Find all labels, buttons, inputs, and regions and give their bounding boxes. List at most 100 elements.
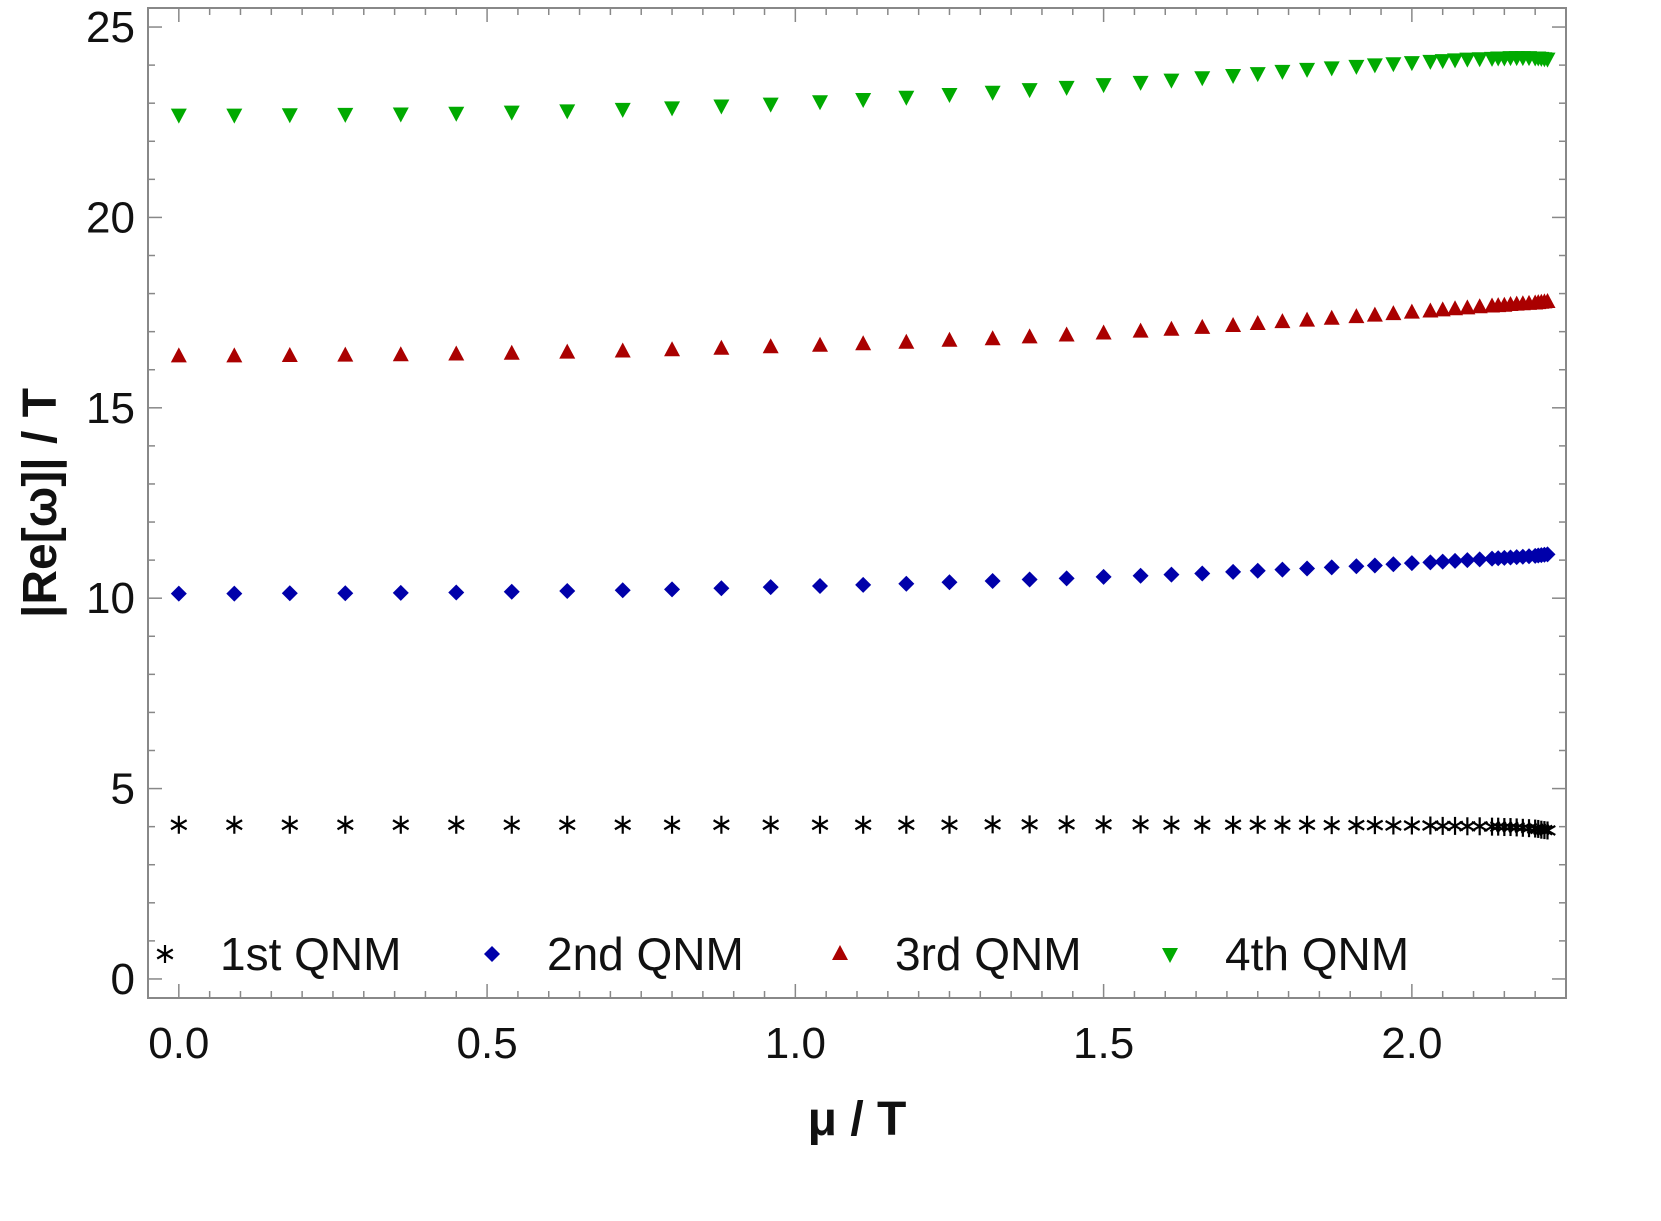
data-point xyxy=(337,346,354,362)
data-point xyxy=(1021,815,1038,834)
data-point xyxy=(1299,311,1316,327)
data-point xyxy=(1366,58,1383,74)
series-layer xyxy=(170,51,1556,840)
data-point xyxy=(984,85,1001,101)
data-point xyxy=(1323,816,1341,835)
data-point xyxy=(1194,71,1211,87)
data-point xyxy=(1366,557,1383,574)
data-point xyxy=(1447,300,1464,316)
data-point xyxy=(1539,292,1556,308)
data-point xyxy=(336,815,354,834)
data-point xyxy=(1536,821,1553,840)
data-point xyxy=(337,107,354,123)
x-tick-label: 1.5 xyxy=(1073,1019,1134,1068)
data-point xyxy=(713,339,730,355)
data-point xyxy=(1323,309,1340,325)
data-point xyxy=(855,93,872,109)
data-point xyxy=(1434,816,1452,835)
data-point xyxy=(392,815,410,834)
data-point xyxy=(1021,83,1038,99)
data-point xyxy=(1348,59,1365,75)
legend-label: 2nd QNM xyxy=(547,928,744,980)
data-point xyxy=(281,347,298,363)
data-point xyxy=(1163,815,1180,834)
data-point xyxy=(1385,816,1402,835)
data-point xyxy=(1058,326,1075,342)
data-point xyxy=(898,333,915,349)
x-tick-label: 0.5 xyxy=(457,1019,518,1068)
data-point xyxy=(226,347,243,363)
data-point xyxy=(664,101,681,117)
data-point xyxy=(448,106,465,122)
legend-marker xyxy=(156,945,174,963)
data-point xyxy=(281,108,298,124)
data-point xyxy=(1249,315,1266,331)
data-point xyxy=(941,331,958,347)
data-point xyxy=(1434,553,1451,570)
data-point xyxy=(1447,53,1464,69)
data-point xyxy=(614,815,632,834)
data-point xyxy=(854,815,872,834)
x-axis-title: μ / T xyxy=(808,1093,907,1146)
data-point xyxy=(663,815,681,834)
legend-label: 3rd QNM xyxy=(895,928,1082,980)
data-point xyxy=(225,815,243,834)
data-point xyxy=(1446,816,1464,835)
y-axis-title: |Re[ω]| / T xyxy=(14,388,67,618)
data-point xyxy=(503,583,520,600)
data-point xyxy=(855,576,872,593)
data-point xyxy=(170,585,187,602)
legend-marker xyxy=(484,946,500,962)
series xyxy=(170,815,1556,840)
data-point xyxy=(1366,816,1384,835)
x-tick-label: 2.0 xyxy=(1381,1019,1442,1068)
data-point xyxy=(1274,313,1291,329)
data-point xyxy=(1366,306,1383,322)
data-point xyxy=(1459,299,1476,315)
data-point xyxy=(664,341,681,357)
data-point xyxy=(614,342,631,358)
data-point xyxy=(664,581,681,598)
data-point xyxy=(1459,552,1476,569)
data-point xyxy=(1447,552,1464,569)
data-point xyxy=(1348,308,1365,324)
data-point xyxy=(1459,817,1476,836)
data-point xyxy=(1163,73,1180,89)
x-tick-label: 0.0 xyxy=(148,1019,209,1068)
data-point xyxy=(1471,52,1488,68)
data-point xyxy=(503,105,520,121)
data-point xyxy=(1095,324,1112,340)
data-point xyxy=(1058,80,1075,96)
data-point xyxy=(941,815,958,834)
data-point xyxy=(855,335,872,351)
data-point xyxy=(1539,52,1556,68)
data-point xyxy=(941,574,958,591)
data-point xyxy=(1403,816,1421,835)
x-tick-label: 1.0 xyxy=(765,1019,826,1068)
data-point xyxy=(1403,303,1420,319)
data-point xyxy=(281,585,298,602)
data-point xyxy=(1132,815,1149,834)
data-point xyxy=(762,338,779,354)
data-point xyxy=(1058,815,1075,834)
data-point xyxy=(503,344,520,360)
data-point xyxy=(984,330,1001,346)
data-point xyxy=(1434,301,1451,317)
axis-tick-labels: 0.0 0.5 1.0 1.5 2.0 0 5 10 15 20 25 xyxy=(86,3,1442,1068)
data-point xyxy=(1299,560,1316,577)
data-point xyxy=(762,579,779,596)
data-point xyxy=(1403,555,1420,572)
data-point xyxy=(1471,298,1488,314)
data-point xyxy=(392,107,409,123)
data-point xyxy=(170,108,187,124)
data-point xyxy=(1194,318,1211,334)
data-point xyxy=(170,347,187,363)
data-point xyxy=(1095,568,1112,585)
data-point xyxy=(447,815,465,834)
data-point xyxy=(1058,570,1075,587)
data-point xyxy=(1132,567,1149,584)
data-point xyxy=(1224,815,1242,834)
legend-label: 4th QNM xyxy=(1225,928,1409,980)
data-point xyxy=(1299,62,1316,78)
